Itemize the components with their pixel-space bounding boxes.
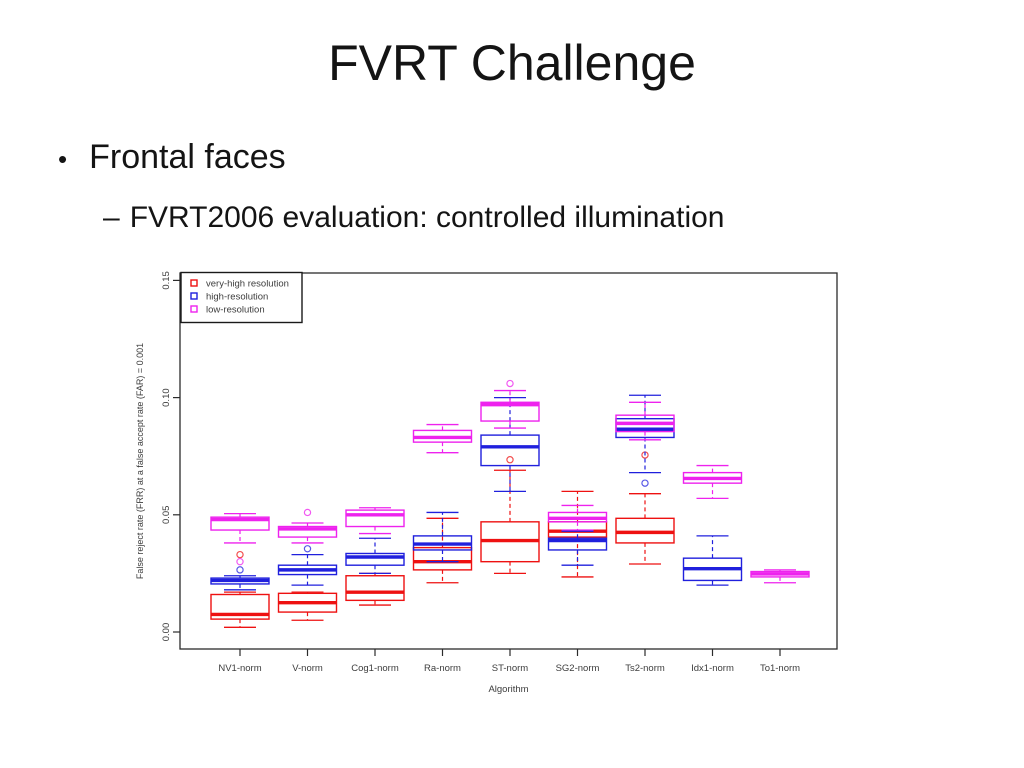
svg-text:0.00: 0.00 bbox=[161, 623, 172, 642]
svg-text:To1-norm: To1-norm bbox=[760, 663, 800, 674]
y-axis: 0.00 0.05 0.10 0.15 bbox=[161, 271, 180, 641]
box-ts2-norm bbox=[615, 451, 675, 565]
y-axis-label: False reject rate (FRR) at a false accep… bbox=[135, 343, 145, 579]
legend-label: very-high resolution bbox=[206, 279, 289, 290]
box-idx1-norm bbox=[682, 464, 743, 500]
svg-text:SG2-norm: SG2-norm bbox=[556, 663, 600, 674]
box-to1-norm bbox=[750, 569, 810, 584]
box-nv1-norm bbox=[210, 512, 270, 566]
bullet-item: • Frontal faces bbox=[58, 138, 286, 177]
svg-text:Cog1-norm: Cog1-norm bbox=[351, 663, 399, 674]
svg-text:V-norm: V-norm bbox=[292, 663, 323, 674]
box-st-norm bbox=[480, 456, 540, 575]
box-sg2-norm bbox=[547, 504, 608, 531]
chart-legend: very-high resolution high-resolution low-r… bbox=[180, 271, 303, 324]
box-st-norm bbox=[480, 379, 540, 429]
series-low-resolution bbox=[210, 379, 810, 584]
boxplot-svg: 0.00 0.05 0.10 0.15 False reject rate (FRR) … bbox=[135, 271, 838, 695]
box-cog1-norm bbox=[345, 537, 405, 575]
x-axis-label: Algorithm bbox=[488, 684, 528, 695]
box-v-norm bbox=[277, 508, 338, 544]
legend-label: low-resolution bbox=[206, 305, 265, 316]
box-sg2-norm bbox=[547, 530, 608, 566]
box-cog1-norm bbox=[345, 507, 405, 535]
svg-text:Idx1-norm: Idx1-norm bbox=[691, 663, 734, 674]
svg-text:Ts2-norm: Ts2-norm bbox=[625, 663, 665, 674]
series-very-high-resolution bbox=[210, 451, 675, 628]
frr-boxplot-chart: 0.00 0.05 0.10 0.15 False reject rate (FRR) … bbox=[128, 260, 848, 710]
box-idx1-norm bbox=[682, 535, 743, 586]
sub-bullet-text: FVRT2006 evaluation: controlled illumina… bbox=[129, 201, 725, 234]
svg-text:0.10: 0.10 bbox=[161, 388, 172, 407]
box-ts2-norm bbox=[615, 401, 675, 441]
box-ts2-norm bbox=[615, 394, 675, 487]
legend-swatch bbox=[190, 292, 198, 300]
legend-label: high-resolution bbox=[206, 292, 268, 303]
bullet-icon: • bbox=[58, 144, 68, 174]
page-title: FVRT Challenge bbox=[328, 35, 696, 91]
box-cog1-norm bbox=[345, 572, 405, 606]
svg-text:NV1-norm: NV1-norm bbox=[218, 663, 261, 674]
legend-swatch bbox=[190, 305, 198, 313]
box-v-norm bbox=[277, 545, 338, 586]
box-nv1-norm bbox=[210, 550, 270, 628]
box-ra-norm bbox=[412, 423, 473, 454]
box-ra-norm bbox=[412, 511, 473, 563]
svg-text:0.05: 0.05 bbox=[161, 506, 172, 525]
sub-bullet-item: – FVRT2006 evaluation: controlled illumi… bbox=[103, 201, 724, 235]
svg-text:ST-norm: ST-norm bbox=[492, 663, 529, 674]
box-v-norm bbox=[277, 591, 338, 621]
svg-text:Ra-norm: Ra-norm bbox=[424, 663, 461, 674]
svg-text:0.15: 0.15 bbox=[161, 271, 172, 290]
bullet-text: Frontal faces bbox=[89, 138, 286, 176]
box-nv1-norm bbox=[210, 566, 270, 591]
legend-swatch bbox=[190, 279, 198, 287]
plot-border bbox=[179, 272, 838, 650]
dash-icon: – bbox=[103, 201, 120, 234]
x-axis: NV1-norm V-norm Cog1-norm Ra-norm ST-norm SG2… bbox=[218, 649, 800, 674]
